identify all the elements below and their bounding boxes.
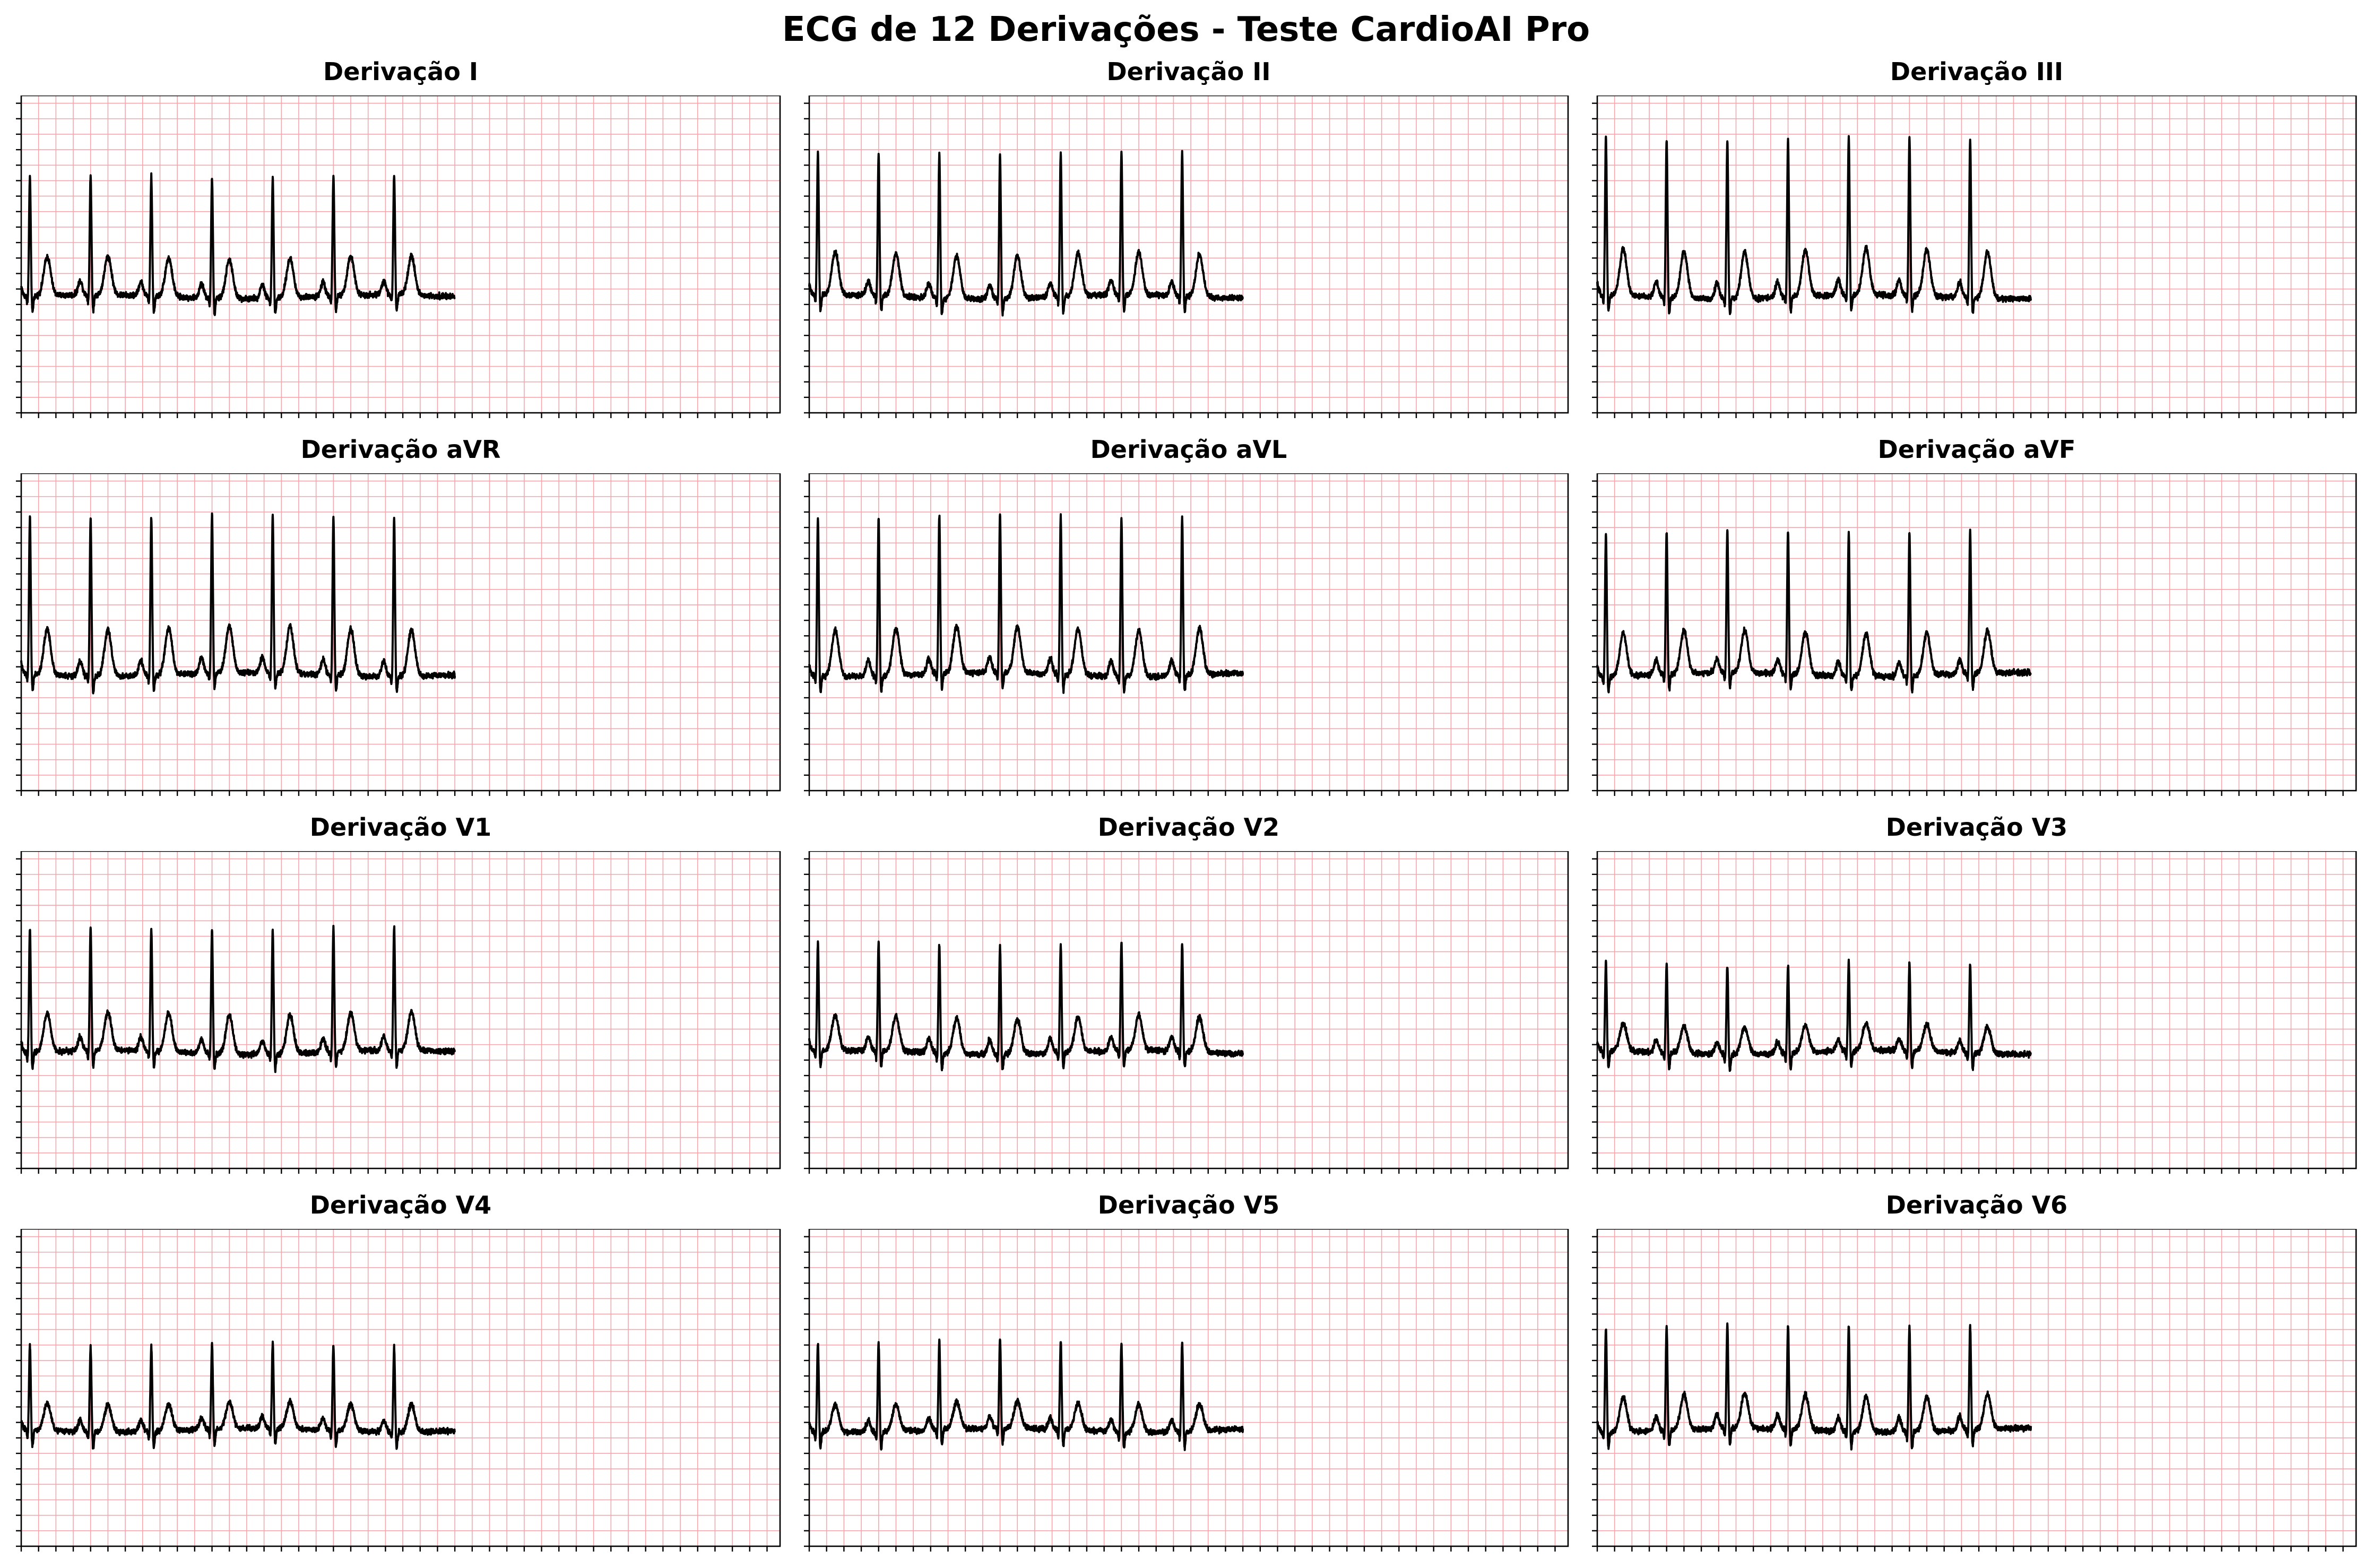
ecg-trace: [808, 150, 1244, 317]
ecg-trace: [20, 172, 456, 316]
grid-lines: [809, 96, 1568, 413]
axes-frame: [808, 1229, 1569, 1547]
lead-panel: Derivação II: [804, 53, 1569, 423]
axes-frame: [20, 1229, 781, 1547]
lead-panel: Derivação V2: [804, 809, 1569, 1179]
axes-frame: [1596, 1229, 2357, 1547]
lead-panel: Derivação V1: [16, 809, 781, 1179]
ecg-trace: [1596, 958, 2032, 1072]
lead-title: Derivação V6: [1885, 1191, 2068, 1219]
grid-lines: [809, 851, 1568, 1169]
ecg-trace: [20, 924, 456, 1073]
lead-title: Derivação V2: [1097, 813, 1280, 842]
lead-plot: [1592, 96, 2357, 418]
axes-frame: [808, 96, 1569, 414]
lead-panel: Derivação V4: [16, 1186, 781, 1557]
axes-frame: [20, 473, 781, 792]
lead-plot: [16, 473, 781, 796]
axes-frame: [808, 473, 1569, 792]
lead-title: Derivação aVL: [1090, 435, 1287, 464]
axis-ticks: [1592, 1236, 2344, 1552]
lead-plot: [804, 473, 1569, 796]
lead-plot: [16, 96, 781, 418]
lead-plot: [1592, 1229, 2357, 1552]
grid-lines: [1597, 473, 2356, 791]
lead-panel: Derivação V5: [804, 1186, 1569, 1557]
lead-title: Derivação I: [323, 57, 478, 86]
lead-panel: Derivação aVF: [1592, 431, 2357, 801]
lead-plot: [16, 1229, 781, 1552]
lead-title: Derivação aVF: [1877, 435, 2076, 464]
lead-title: Derivação aVR: [300, 435, 501, 464]
axis-ticks: [1592, 858, 2344, 1174]
lead-plot: [804, 1229, 1569, 1552]
axes-frame: [808, 851, 1569, 1169]
lead-plot: [1592, 851, 2357, 1174]
grid-lines: [21, 851, 780, 1169]
lead-panel: Derivação V3: [1592, 809, 2357, 1179]
lead-plot: [804, 851, 1569, 1174]
axis-ticks: [804, 480, 1556, 796]
grid-lines: [21, 96, 780, 413]
axes-frame: [20, 851, 781, 1169]
axis-ticks: [804, 102, 1556, 418]
grid-lines: [21, 1229, 780, 1547]
axis-ticks: [16, 480, 768, 796]
ecg-trace: [1596, 1322, 2032, 1451]
grid-lines: [809, 1229, 1568, 1547]
axis-ticks: [1592, 102, 2344, 418]
lead-plot: [16, 851, 781, 1174]
ecg-trace: [808, 513, 1244, 694]
lead-title: Derivação II: [1106, 57, 1271, 86]
grid-lines: [21, 473, 780, 791]
ecg-trace: [808, 940, 1244, 1071]
lead-plot: [804, 96, 1569, 418]
lead-panel: Derivação aVL: [804, 431, 1569, 801]
lead-title: Derivação V3: [1885, 813, 2068, 842]
lead-panel: Derivação aVR: [16, 431, 781, 801]
axis-ticks: [804, 1236, 1556, 1552]
figure-title: ECG de 12 Derivações - Teste CardioAI Pr…: [782, 10, 1590, 49]
axes-frame: [20, 96, 781, 414]
lead-title: Derivação V1: [309, 813, 492, 842]
lead-panel: Derivação V6: [1592, 1186, 2357, 1557]
axes-frame: [1596, 473, 2357, 792]
axis-ticks: [1592, 480, 2344, 796]
axis-ticks: [16, 858, 768, 1174]
ecg-trace: [20, 512, 456, 695]
ecg-trace: [1596, 135, 2032, 315]
lead-title: Derivação III: [1890, 57, 2064, 86]
ecg-trace: [1596, 529, 2032, 694]
grid-lines: [1597, 96, 2356, 413]
axes-frame: [1596, 96, 2357, 414]
axes-frame: [1596, 851, 2357, 1169]
axis-ticks: [804, 858, 1556, 1174]
grid-lines: [1597, 1229, 2356, 1547]
lead-title: Derivação V4: [309, 1191, 492, 1219]
ecg-trace: [808, 1338, 1244, 1451]
lead-title: Derivação V5: [1097, 1191, 1280, 1219]
axis-ticks: [16, 1236, 768, 1552]
grid-lines: [1597, 851, 2356, 1169]
lead-panel: Derivação I: [16, 53, 781, 423]
ecg-trace: [20, 1340, 456, 1450]
axis-ticks: [16, 102, 768, 418]
grid-lines: [809, 473, 1568, 791]
lead-panel: Derivação III: [1592, 53, 2357, 423]
lead-plot: [1592, 473, 2357, 796]
